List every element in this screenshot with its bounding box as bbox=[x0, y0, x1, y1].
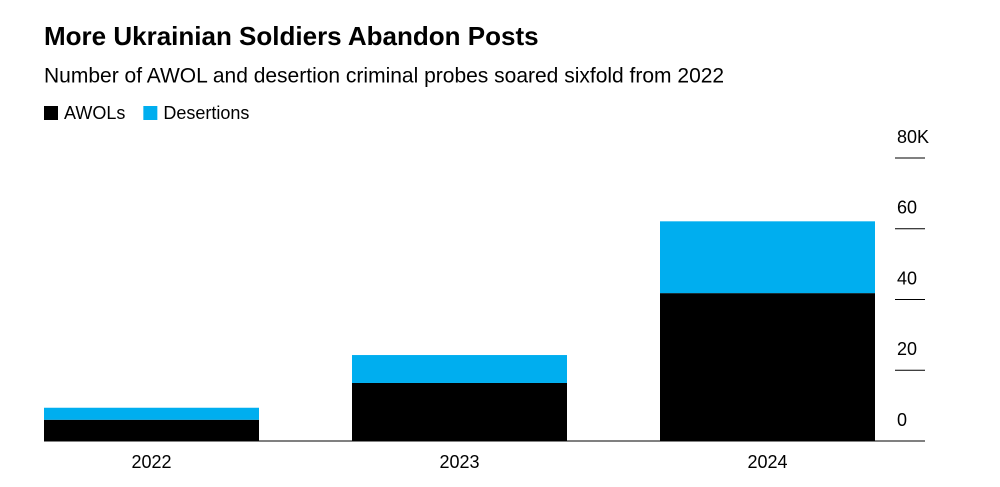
y-tick-label: 20 bbox=[897, 339, 917, 359]
bar-segment bbox=[660, 221, 875, 294]
bar-segment bbox=[44, 419, 259, 441]
chart-title: More Ukrainian Soldiers Abandon Posts bbox=[44, 21, 539, 51]
y-tick-label: 40 bbox=[897, 268, 917, 288]
x-tick-label: 2022 bbox=[131, 452, 171, 472]
bar-segment bbox=[352, 382, 567, 441]
y-tick-label: 0 bbox=[897, 410, 907, 430]
bar-segment bbox=[352, 355, 567, 383]
legend-label: Desertions bbox=[163, 103, 249, 123]
x-tick-label: 2024 bbox=[747, 452, 787, 472]
bar-segment bbox=[44, 407, 259, 420]
legend-label: AWOLs bbox=[64, 103, 125, 123]
y-tick-label: 80K bbox=[897, 127, 929, 147]
bar-segment bbox=[660, 293, 875, 441]
legend-swatch bbox=[44, 106, 58, 120]
y-tick-label: 60 bbox=[897, 198, 917, 218]
chart-subtitle: Number of AWOL and desertion criminal pr… bbox=[44, 65, 724, 88]
x-tick-label: 2023 bbox=[439, 452, 479, 472]
legend-swatch bbox=[143, 106, 158, 120]
